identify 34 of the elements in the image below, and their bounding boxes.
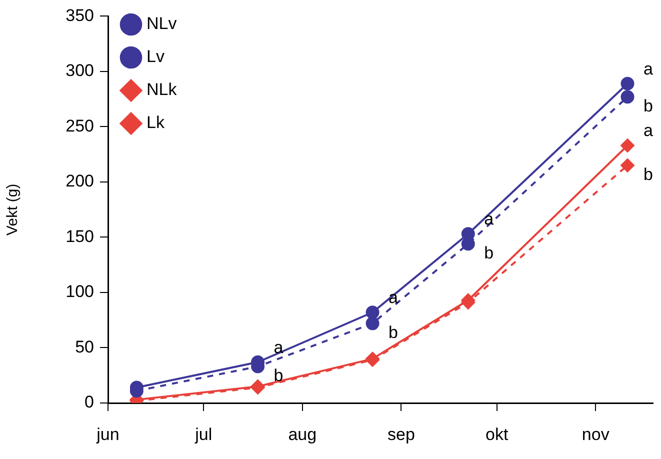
point	[620, 90, 634, 104]
x-tick-label: jul	[194, 424, 212, 444]
legend-label: Lk	[146, 113, 165, 132]
y-tick-label: 250	[66, 116, 94, 136]
x-tick-label: sep	[388, 424, 415, 444]
y-tick-label: 200	[66, 172, 94, 191]
point	[366, 316, 380, 330]
y-tick-label: 300	[66, 61, 94, 80]
x-tick-label: nov	[582, 424, 610, 444]
annotation: a	[644, 121, 654, 140]
point	[620, 138, 634, 152]
y-tick-label: 350	[66, 6, 94, 25]
annotation: a	[274, 338, 284, 357]
x-tick-label: aug	[288, 424, 317, 444]
legend-label: NLk	[146, 80, 178, 100]
annotation: b	[484, 244, 494, 263]
y-axis-title: Vekt (g)	[4, 184, 22, 236]
point	[461, 237, 475, 251]
point	[620, 76, 634, 90]
annotation: b	[388, 323, 398, 342]
y-tick-label: 0	[84, 392, 94, 412]
point	[620, 158, 634, 172]
y-tick-label: 50	[75, 337, 94, 356]
x-tick-label: jun	[96, 424, 120, 444]
annotation: b	[274, 366, 284, 386]
annotation: b	[644, 96, 653, 116]
annotation: a	[644, 59, 654, 78]
legend-label: Lv	[146, 47, 165, 66]
y-tick-label: 100	[66, 282, 94, 302]
legend-label: NLv	[146, 14, 178, 34]
point	[366, 306, 380, 320]
annotation: b	[644, 165, 653, 184]
y-tick-label: 150	[66, 226, 94, 246]
x-tick-label: okt	[485, 424, 508, 444]
